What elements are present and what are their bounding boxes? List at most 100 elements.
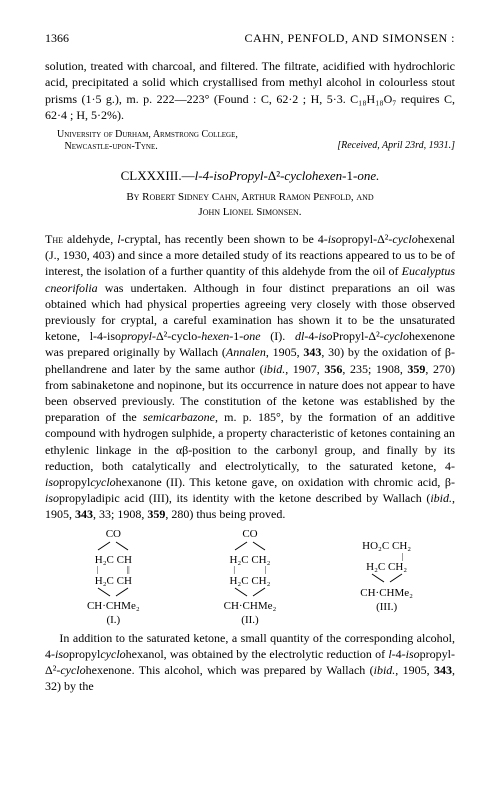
s2-r1: CO xyxy=(190,528,310,540)
s3-label: (III.) xyxy=(327,601,447,613)
lp-b: iso xyxy=(55,647,69,661)
body-1k: propyl- xyxy=(121,329,156,343)
body-1x: , 1905, xyxy=(266,345,304,359)
lp-h: iso xyxy=(406,647,420,661)
s2-r2: H₂C CH₂ xyxy=(190,554,310,566)
body-2n: propyladipic acid (III), its identity wi… xyxy=(59,491,430,505)
s3-spacer xyxy=(327,528,447,540)
s3-r3: CH·CHMe₂ xyxy=(327,587,447,599)
s1-label: (I.) xyxy=(53,614,173,626)
bond-icon xyxy=(342,573,432,583)
body-1q: dl- xyxy=(295,329,308,343)
body-1r: 4- xyxy=(308,329,318,343)
s1-bonds: | || xyxy=(53,566,173,575)
affiliation-block: University of Durham, Armstrong College,… xyxy=(45,129,455,153)
lp-n: 343 xyxy=(434,663,452,677)
body-2i: iso xyxy=(45,475,59,489)
lp-l: ibid. xyxy=(374,663,396,677)
title-part-a: l-4-iso xyxy=(195,168,229,183)
body-1u: cyclo xyxy=(384,329,409,343)
body-1g: cyclo xyxy=(392,232,417,246)
title-part-g: one. xyxy=(357,168,379,183)
title-roman: CLXXXIII.— xyxy=(121,168,195,183)
body-2o: ibid. xyxy=(430,491,452,505)
authors-line-1: By Robert Sidney Cahn, Arthur Ramon Penf… xyxy=(126,191,373,203)
s3-r2: H₂C CH₂ xyxy=(327,561,447,573)
s1-r1: CO xyxy=(53,528,173,540)
body-1w: Annalen xyxy=(226,345,266,359)
body-1p: (I). xyxy=(261,329,295,343)
top-paragraph: solution, treated with charcoal, and fil… xyxy=(45,58,455,123)
structure-2: CO H₂C CH₂ | | H₂C CH₂ CH·CHMe₂ (II.) xyxy=(190,528,310,625)
body-2d: , 235; 1908, xyxy=(342,362,407,376)
chemical-structures: CO H₂C CH | || H₂C CH CH·CHMe₂ (I.) CO H… xyxy=(45,528,455,625)
body-2l: hexanone (II). This ketone gave, on oxid… xyxy=(116,475,455,489)
body-1d: cryptal, has recently been shown to be 4… xyxy=(125,232,328,246)
s3-bonds: | xyxy=(327,553,447,562)
lp-g: 4- xyxy=(396,647,406,661)
body-1o: one xyxy=(243,329,260,343)
lp-m: , 1905, xyxy=(395,663,434,677)
body-1c: l- xyxy=(117,232,124,246)
page: 1366 CAHN, PENFOLD, AND SIMONSEN : solut… xyxy=(0,0,500,719)
running-head: CAHN, PENFOLD, AND SIMONSEN : xyxy=(244,30,455,46)
body-1y: 343 xyxy=(303,345,321,359)
body-2b: , 1907, xyxy=(285,362,324,376)
s2-r4: CH·CHMe₂ xyxy=(190,600,310,612)
body-2r: , 33; 1908, xyxy=(93,507,147,521)
body-1e: iso xyxy=(328,232,342,246)
affil-line-1: University of Durham, Armstrong College, xyxy=(57,129,238,140)
s2-bonds: | | xyxy=(190,566,310,575)
title-part-d: cyclo xyxy=(284,168,311,183)
lp-f: l- xyxy=(388,647,395,661)
s2-r3: H₂C CH₂ xyxy=(190,575,310,587)
bond-icon xyxy=(205,587,295,597)
body-1f: propyl-Δ²- xyxy=(342,232,393,246)
article-title: CLXXXIII.—l-4-isoPropyl-Δ²-cyclohexen-1-… xyxy=(45,167,455,185)
body-2e: 359 xyxy=(407,362,425,376)
body-1a: The xyxy=(45,232,63,246)
body-2j: propyl xyxy=(59,475,90,489)
main-paragraph: The aldehyde, l-cryptal, has recently be… xyxy=(45,231,455,522)
title-part-c: Δ²- xyxy=(268,168,285,183)
body-1l: Δ²-cyclo- xyxy=(156,329,201,343)
title-part-b: Propyl- xyxy=(229,168,268,183)
body-2t: , 280) thus being proved. xyxy=(165,507,285,521)
lp-d: cyclo xyxy=(100,647,125,661)
s1-r2: H₂C CH xyxy=(53,554,173,566)
body-1s: iso xyxy=(318,329,332,343)
body-2m: iso xyxy=(45,491,59,505)
lp-k: hexenone. This alcohol, which was prepar… xyxy=(86,663,374,677)
affiliation-left: University of Durham, Armstrong College,… xyxy=(45,129,238,153)
page-header: 1366 CAHN, PENFOLD, AND SIMONSEN : xyxy=(45,30,455,46)
body-1b: aldehyde, xyxy=(63,232,117,246)
s1-r3: H₂C CH xyxy=(53,575,173,587)
bond-icon xyxy=(205,541,295,551)
structure-3: HO₂C CH₂ | H₂C CH₂ CH·CHMe₂ (III.) xyxy=(327,528,447,625)
lp-c: propyl xyxy=(69,647,100,661)
body-1n: 1- xyxy=(233,329,243,343)
authors-line-2: John Lionel Simonsen. xyxy=(198,206,301,218)
title-part-e: hexen- xyxy=(312,168,347,183)
body-2q: 343 xyxy=(75,507,93,521)
received-date: [Received, April 23rd, 1931.] xyxy=(337,139,455,153)
body-1m: hexen- xyxy=(201,329,233,343)
s2-label: (II.) xyxy=(190,614,310,626)
body-2g: semicarbazone xyxy=(143,410,215,424)
body-2c: 356 xyxy=(324,362,342,376)
body-2a: ibid. xyxy=(264,362,286,376)
body-2k: cyclo xyxy=(90,475,115,489)
title-part-f: 1- xyxy=(346,168,357,183)
authors: By Robert Sidney Cahn, Arthur Ramon Penf… xyxy=(45,190,455,219)
bond-icon xyxy=(68,587,158,597)
body-1t: Propyl-Δ²- xyxy=(332,329,383,343)
body-2s: 359 xyxy=(147,507,165,521)
last-paragraph: In addition to the saturated ketone, a s… xyxy=(45,630,455,695)
bond-icon xyxy=(68,541,158,551)
page-number: 1366 xyxy=(45,30,69,46)
lp-j: cyclo xyxy=(60,663,85,677)
s3-r1: HO₂C CH₂ xyxy=(327,540,447,552)
structure-1: CO H₂C CH | || H₂C CH CH·CHMe₂ (I.) xyxy=(53,528,173,625)
affil-line-2: Newcastle-upon-Tyne. xyxy=(65,141,158,152)
s1-r4: CH·CHMe₂ xyxy=(53,600,173,612)
